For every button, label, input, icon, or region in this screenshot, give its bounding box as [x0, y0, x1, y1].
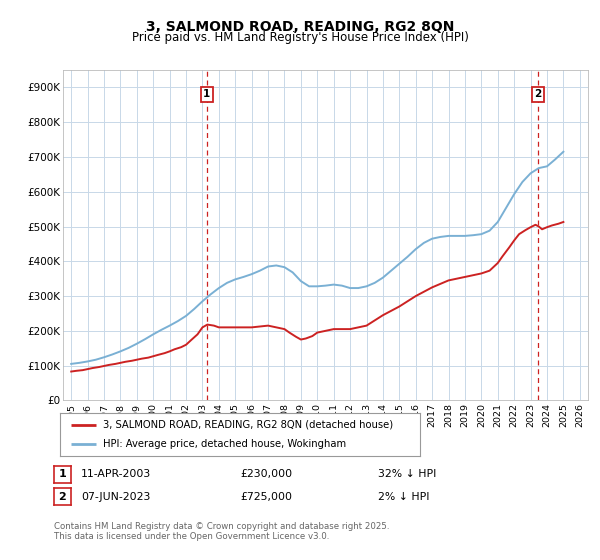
Text: Contains HM Land Registry data © Crown copyright and database right 2025.
This d: Contains HM Land Registry data © Crown c… — [54, 522, 389, 542]
Text: 2: 2 — [534, 90, 541, 99]
Text: 11-APR-2003: 11-APR-2003 — [81, 469, 151, 479]
Text: HPI: Average price, detached house, Wokingham: HPI: Average price, detached house, Woki… — [103, 439, 346, 449]
Text: 2: 2 — [59, 492, 66, 502]
Text: 1: 1 — [203, 90, 211, 99]
Text: 32% ↓ HPI: 32% ↓ HPI — [378, 469, 436, 479]
Text: £725,000: £725,000 — [240, 492, 292, 502]
Text: £230,000: £230,000 — [240, 469, 292, 479]
Text: 07-JUN-2023: 07-JUN-2023 — [81, 492, 151, 502]
Text: 2% ↓ HPI: 2% ↓ HPI — [378, 492, 430, 502]
Text: 3, SALMOND ROAD, READING, RG2 8QN: 3, SALMOND ROAD, READING, RG2 8QN — [146, 20, 454, 34]
Text: 1: 1 — [59, 469, 66, 479]
Text: Price paid vs. HM Land Registry's House Price Index (HPI): Price paid vs. HM Land Registry's House … — [131, 31, 469, 44]
Text: 3, SALMOND ROAD, READING, RG2 8QN (detached house): 3, SALMOND ROAD, READING, RG2 8QN (detac… — [103, 420, 394, 430]
